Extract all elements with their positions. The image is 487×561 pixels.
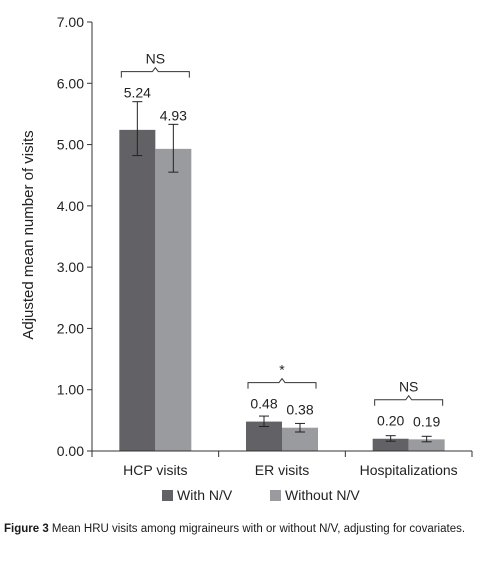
bar: [372, 438, 409, 451]
legend-label: Without N/V: [285, 487, 360, 503]
y-tick-label: 1.00: [57, 382, 84, 398]
y-tick-label: 7.00: [57, 14, 84, 30]
bar: [119, 129, 156, 451]
significance-bracket: [120, 66, 190, 78]
y-tick-label: 2.00: [57, 320, 84, 336]
bar: [282, 427, 318, 451]
y-tick-label: 3.00: [57, 259, 84, 275]
data-label: 5.24: [124, 85, 151, 101]
significance-label: NS: [399, 379, 418, 395]
significance-bracket: [247, 377, 317, 389]
figure-caption-label: Figure 3: [4, 523, 49, 535]
y-tick-label: 6.00: [57, 75, 84, 91]
legend-swatch: [270, 490, 281, 501]
figure-caption-text: Mean HRU visits among migraineurs with o…: [48, 523, 466, 535]
data-label: 0.20: [377, 413, 404, 429]
bar: [155, 148, 192, 451]
category-label: ER visits: [255, 462, 309, 478]
significance-label: NS: [146, 51, 165, 67]
figure-caption: Figure 3 Mean HRU visits among migraineu…: [4, 522, 482, 537]
data-label: 0.19: [413, 413, 440, 429]
y-tick-label: 4.00: [57, 198, 84, 214]
category-label: HCP visits: [123, 462, 187, 478]
significance-label: *: [279, 362, 285, 378]
data-label: 4.93: [160, 107, 187, 123]
data-label: 0.38: [286, 402, 313, 418]
legend-swatch: [162, 490, 173, 501]
data-label: 0.48: [250, 396, 277, 412]
y-axis-label: Adjusted mean number of visits: [20, 130, 37, 339]
bar: [408, 439, 445, 451]
legend-label: With N/V: [177, 487, 233, 503]
legend: With N/V Without N/V: [162, 487, 360, 503]
bars: 5.24 4.93 NS 0.48 0.38 * 0.20 0.19 NS: [119, 51, 445, 451]
y-tick-label: 0.00: [57, 443, 84, 459]
y-tick-label: 5.00: [57, 137, 84, 153]
category-label: Hospitalizations: [360, 462, 458, 478]
axes: [91, 22, 472, 452]
x-axis: HCP visits ER visits Hospitalizations: [91, 451, 473, 478]
bar-chart: 0.00 1.00 2.00 3.00 4.00 5.00 6.00 7.00 Adjuste…: [20, 14, 473, 503]
significance-bracket: [374, 394, 444, 406]
y-axis: 0.00 1.00 2.00 3.00 4.00 5.00 6.00 7.00: [57, 14, 92, 459]
